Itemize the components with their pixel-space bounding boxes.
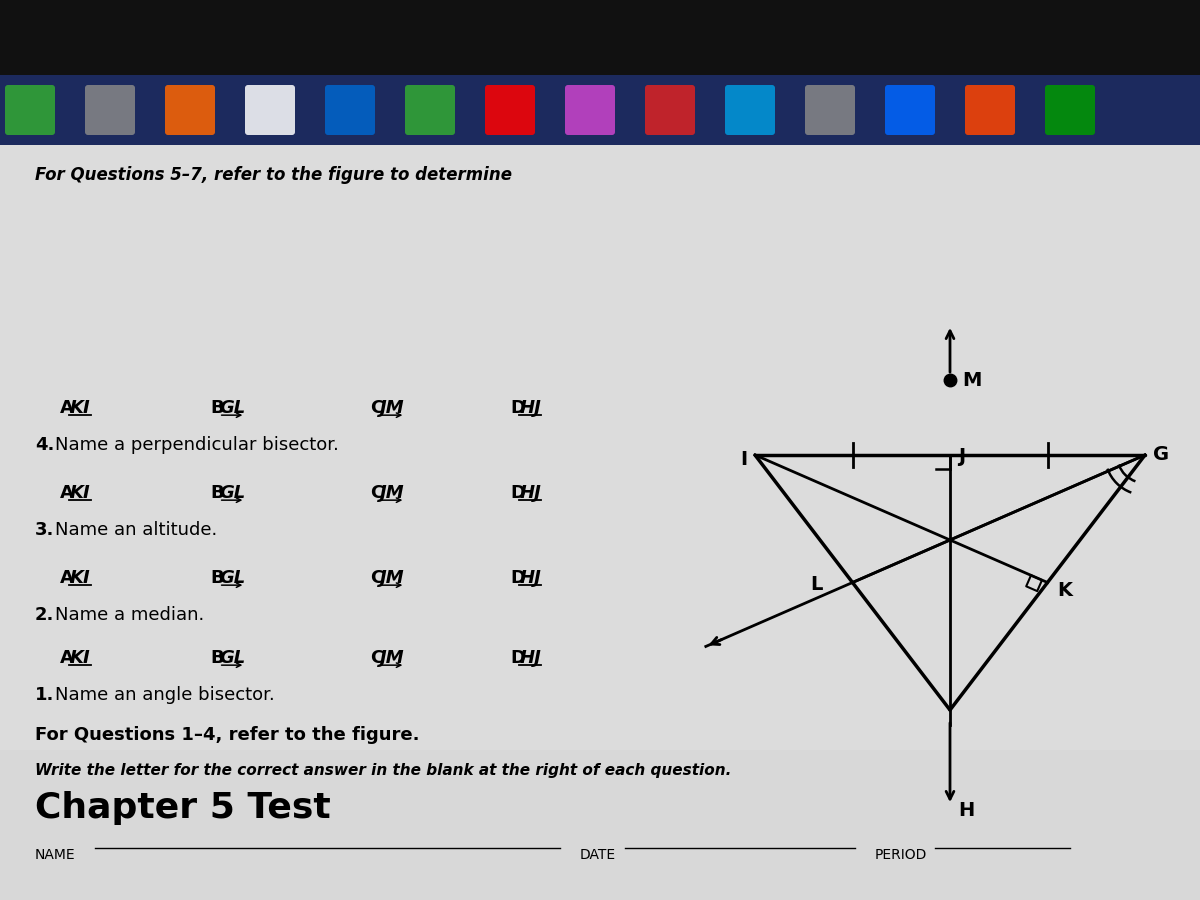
Text: A: A	[60, 649, 74, 667]
FancyBboxPatch shape	[0, 750, 1200, 900]
Text: B: B	[210, 399, 223, 417]
Text: JM: JM	[379, 569, 404, 587]
Text: KI: KI	[70, 484, 90, 502]
Text: DATE: DATE	[580, 848, 616, 862]
Text: NAME: NAME	[35, 848, 76, 862]
Text: HJ: HJ	[520, 649, 541, 667]
Text: 4.: 4.	[35, 436, 54, 454]
FancyBboxPatch shape	[0, 75, 1200, 825]
FancyBboxPatch shape	[166, 85, 215, 135]
Text: D: D	[510, 569, 526, 587]
Text: B: B	[210, 569, 223, 587]
FancyBboxPatch shape	[485, 85, 535, 135]
Text: GL: GL	[220, 484, 246, 502]
Text: HJ: HJ	[520, 484, 541, 502]
Text: 1.: 1.	[35, 686, 54, 704]
Text: KI: KI	[70, 399, 90, 417]
FancyBboxPatch shape	[5, 85, 55, 135]
Text: D: D	[510, 649, 526, 667]
Text: M: M	[962, 371, 982, 390]
Text: Name an angle bisector.: Name an angle bisector.	[55, 686, 275, 704]
Text: B: B	[210, 484, 223, 502]
Text: A: A	[60, 569, 74, 587]
FancyBboxPatch shape	[0, 75, 1200, 145]
Text: GL: GL	[220, 649, 246, 667]
Text: Chapter 5 Test: Chapter 5 Test	[35, 791, 331, 825]
Text: A: A	[60, 399, 74, 417]
Text: KI: KI	[70, 649, 90, 667]
Text: Name an altitude.: Name an altitude.	[55, 521, 217, 539]
FancyBboxPatch shape	[646, 85, 695, 135]
FancyBboxPatch shape	[406, 85, 455, 135]
Text: D: D	[510, 399, 526, 417]
Text: For Questions 1–4, refer to the figure.: For Questions 1–4, refer to the figure.	[35, 726, 420, 744]
Text: 3.: 3.	[35, 521, 54, 539]
Text: H: H	[958, 800, 974, 820]
Text: J: J	[958, 447, 965, 466]
Text: PERIOD: PERIOD	[875, 848, 928, 862]
Text: JM: JM	[379, 399, 404, 417]
Text: C: C	[370, 484, 383, 502]
FancyBboxPatch shape	[325, 85, 374, 135]
Text: HJ: HJ	[520, 569, 541, 587]
Text: Write the letter for the correct answer in the blank at the right of each questi: Write the letter for the correct answer …	[35, 762, 731, 778]
FancyBboxPatch shape	[886, 85, 935, 135]
Text: L: L	[810, 575, 822, 595]
Text: I: I	[740, 450, 746, 469]
Text: For Questions 5–7, refer to the figure to determine: For Questions 5–7, refer to the figure t…	[35, 166, 512, 184]
Text: JM: JM	[379, 649, 404, 667]
FancyBboxPatch shape	[805, 85, 854, 135]
Text: GL: GL	[220, 569, 246, 587]
Text: B: B	[210, 649, 223, 667]
FancyBboxPatch shape	[245, 85, 295, 135]
Text: Name a median.: Name a median.	[55, 606, 204, 624]
Text: C: C	[370, 569, 383, 587]
FancyBboxPatch shape	[0, 0, 1200, 75]
Text: C: C	[370, 399, 383, 417]
Text: GL: GL	[220, 399, 246, 417]
Text: HJ: HJ	[520, 399, 541, 417]
Text: K: K	[1057, 581, 1073, 600]
FancyBboxPatch shape	[1045, 85, 1096, 135]
FancyBboxPatch shape	[565, 85, 616, 135]
Text: A: A	[60, 484, 74, 502]
Text: 2.: 2.	[35, 606, 54, 624]
Text: Name a perpendicular bisector.: Name a perpendicular bisector.	[55, 436, 338, 454]
Text: C: C	[370, 649, 383, 667]
Text: JM: JM	[379, 484, 404, 502]
FancyBboxPatch shape	[85, 85, 134, 135]
FancyBboxPatch shape	[965, 85, 1015, 135]
Text: G: G	[1153, 446, 1169, 464]
Text: D: D	[510, 484, 526, 502]
FancyBboxPatch shape	[725, 85, 775, 135]
Text: KI: KI	[70, 569, 90, 587]
